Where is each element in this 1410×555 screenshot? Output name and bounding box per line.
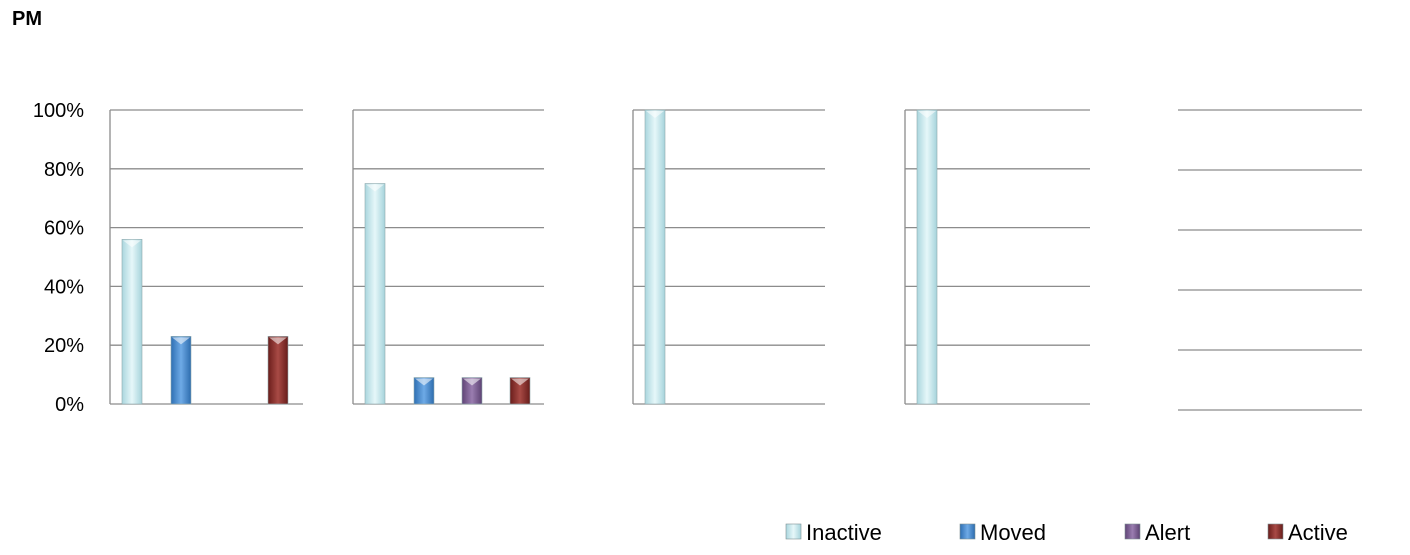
bar-cap-inactive [646,111,664,118]
chart-panel [109,109,303,405]
bar-cap-moved [415,378,433,386]
legend-label: Inactive [806,520,882,545]
chart-panel [632,109,825,405]
legend-label: Active [1288,520,1348,545]
chart-panel [1178,109,1362,411]
bar-cap-inactive [918,111,936,118]
bar-inactive [644,109,666,405]
y-tick-label: 20% [44,335,84,357]
bar-moved [413,377,435,405]
legend-item-alert: Alert [1124,520,1190,545]
bar-cap-inactive [123,240,141,248]
y-tick-label: 0% [55,394,84,416]
legend-label: Alert [1145,520,1190,545]
legend-swatch [959,523,976,540]
bar-active [509,377,531,405]
bar-inactive [916,109,938,405]
bar-cap-active [269,337,287,345]
y-tick-label: 40% [44,276,84,298]
bar-inactive [364,183,386,405]
bar-active [267,336,289,405]
bar-cap-active [511,378,529,386]
page-title: PM [12,8,42,30]
legend-swatch [1124,523,1141,540]
legend-item-moved: Moved [959,520,1046,545]
chart-panels [109,109,1362,411]
chart-panel [904,109,1090,405]
legend: Inactive Moved Alert Active [785,520,1348,545]
bar-alert [461,377,483,405]
chart-panel [352,109,544,405]
legend-item-active: Active [1267,520,1348,545]
bar-cap-inactive [366,184,384,192]
y-tick-label: 60% [44,218,84,240]
y-tick-label: 100% [33,100,84,122]
legend-item-inactive: Inactive [785,520,882,545]
bar-cap-alert [463,378,481,386]
legend-label: Moved [980,520,1046,545]
y-axis-ticks: 0% 20% 40% 60% 80% 100% [33,100,84,416]
legend-swatch [785,523,802,540]
bar-inactive [121,239,143,405]
bar-cap-moved [172,337,190,345]
bar-moved [170,336,192,405]
y-tick-label: 80% [44,159,84,181]
legend-swatch [1267,523,1284,540]
